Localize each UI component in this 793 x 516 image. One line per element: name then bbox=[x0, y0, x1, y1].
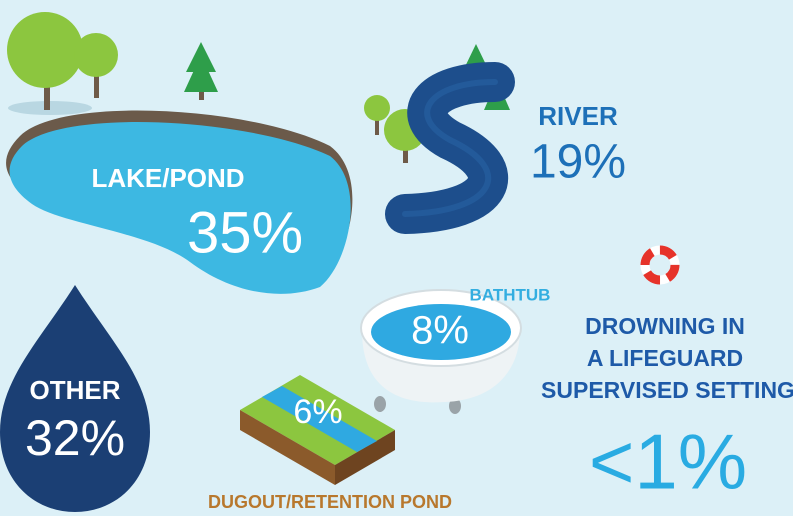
lifeguard-value: <1% bbox=[589, 418, 747, 506]
lifeguard-line: SUPERVISED SETTING bbox=[541, 377, 793, 403]
river-label: RIVER bbox=[538, 101, 618, 131]
lake-label: LAKE/POND bbox=[91, 163, 244, 193]
dugout-label: DUGOUT/RETENTION POND bbox=[208, 492, 452, 512]
infographic: LAKE/POND 35% RIVER 19% OTHER 32% BATHTU… bbox=[0, 0, 793, 516]
lifeguard-line: DROWNING IN bbox=[585, 313, 745, 339]
bathtub-value: 8% bbox=[411, 309, 469, 353]
bathtub-label: BATHTUB bbox=[470, 285, 551, 304]
lifeguard-line: A LIFEGUARD bbox=[587, 345, 743, 371]
lake-value: 35% bbox=[187, 200, 303, 265]
dugout-value: 6% bbox=[293, 393, 342, 431]
river-value: 19% bbox=[530, 136, 626, 189]
other-value: 32% bbox=[25, 410, 125, 466]
other-label: OTHER bbox=[30, 375, 121, 405]
page: LAKE/POND 35% RIVER 19% OTHER 32% BATHTU… bbox=[0, 0, 793, 516]
